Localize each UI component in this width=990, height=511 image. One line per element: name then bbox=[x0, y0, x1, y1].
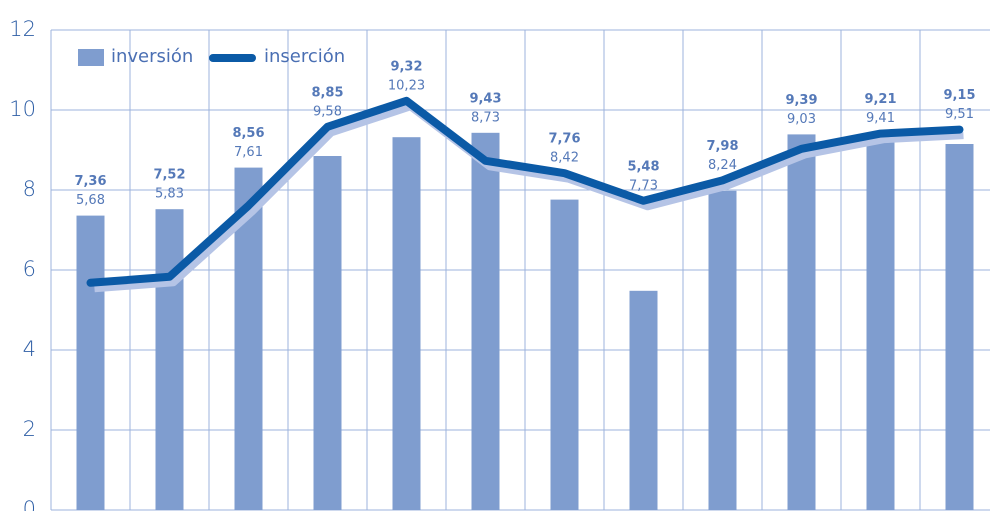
bar bbox=[313, 156, 342, 510]
bar bbox=[945, 144, 974, 510]
bar bbox=[866, 141, 895, 510]
bar bbox=[392, 137, 421, 510]
bar-value-label: 7,52 bbox=[153, 168, 185, 183]
legend-label: inserción bbox=[264, 46, 345, 67]
y-tick-label: 8 bbox=[23, 177, 36, 201]
line-value-label: 8,73 bbox=[471, 110, 500, 125]
line bbox=[86, 96, 964, 287]
line-value-label: 10,23 bbox=[388, 78, 425, 93]
line-value-label: 9,41 bbox=[866, 111, 895, 126]
bar-value-label: 5,48 bbox=[627, 159, 659, 174]
line-value-label: 9,03 bbox=[787, 112, 816, 127]
legend-swatch bbox=[78, 49, 104, 66]
y-tick-label: 6 bbox=[23, 257, 36, 281]
line-value-label: 9,51 bbox=[945, 107, 974, 122]
bar-value-label: 9,43 bbox=[469, 91, 501, 106]
bar-value-label: 8,56 bbox=[232, 126, 264, 141]
y-tick-label: 4 bbox=[23, 337, 36, 361]
line-shadow bbox=[94, 103, 964, 293]
bar-value-label: 7,76 bbox=[548, 132, 580, 147]
bar bbox=[708, 190, 737, 511]
bar-value-label: 7,98 bbox=[706, 139, 738, 154]
line-value-label: 7,73 bbox=[629, 178, 658, 193]
y-tick-label: 0 bbox=[23, 497, 36, 511]
bar bbox=[76, 215, 105, 510]
bar-value-label: 9,21 bbox=[864, 92, 896, 107]
y-tick-label: 2 bbox=[23, 417, 36, 441]
bar bbox=[550, 199, 579, 510]
bar-value-label: 9,39 bbox=[785, 93, 817, 108]
bar-value-label: 8,85 bbox=[311, 85, 343, 100]
bar-value-label: 9,15 bbox=[943, 88, 975, 103]
line-value-label: 7,61 bbox=[234, 145, 263, 160]
bar-value-label: 7,36 bbox=[74, 174, 106, 189]
bar bbox=[471, 132, 500, 511]
line-value-label: 8,24 bbox=[708, 158, 737, 173]
legend-label: inversión bbox=[111, 46, 193, 67]
y-tick-label: 12 bbox=[9, 17, 36, 41]
bar bbox=[155, 209, 184, 510]
line-value-label: 8,42 bbox=[550, 151, 579, 166]
line-value-label: 9,58 bbox=[313, 104, 342, 119]
y-tick-label: 10 bbox=[9, 97, 36, 121]
line-value-label: 5,68 bbox=[76, 193, 105, 208]
line-value-label: 5,83 bbox=[155, 187, 184, 202]
bar-value-label: 9,32 bbox=[390, 59, 422, 74]
bar bbox=[629, 290, 658, 510]
bar bbox=[787, 134, 816, 510]
